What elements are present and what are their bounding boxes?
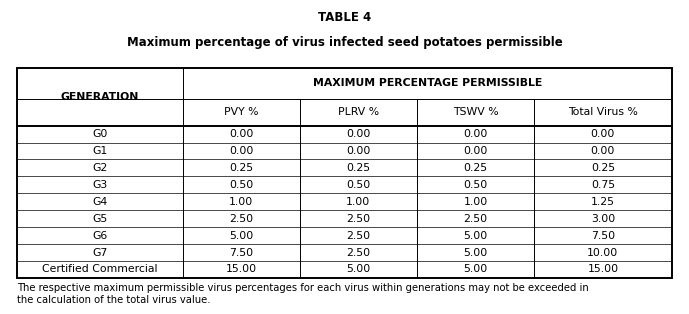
- Text: 5.00: 5.00: [229, 230, 254, 241]
- Text: 0.25: 0.25: [229, 163, 254, 173]
- Text: G2: G2: [92, 163, 107, 173]
- Text: 0.00: 0.00: [463, 146, 488, 156]
- Text: Maximum percentage of virus infected seed potatoes permissible: Maximum percentage of virus infected see…: [127, 36, 562, 49]
- Text: TABLE 4: TABLE 4: [318, 11, 371, 24]
- Text: 1.00: 1.00: [229, 197, 254, 207]
- Text: 0.00: 0.00: [229, 129, 254, 139]
- Text: 5.00: 5.00: [463, 230, 488, 241]
- Text: G3: G3: [92, 180, 107, 190]
- Text: G7: G7: [92, 247, 107, 257]
- Text: MAXIMUM PERCENTAGE PERMISSIBLE: MAXIMUM PERCENTAGE PERMISSIBLE: [313, 78, 542, 88]
- Text: 15.00: 15.00: [587, 264, 619, 274]
- Text: G0: G0: [92, 129, 107, 139]
- Text: 1.00: 1.00: [346, 197, 371, 207]
- Text: 3.00: 3.00: [590, 214, 615, 224]
- Text: 0.25: 0.25: [463, 163, 488, 173]
- Text: 10.00: 10.00: [587, 247, 619, 257]
- Text: 0.00: 0.00: [346, 129, 371, 139]
- Text: 0.00: 0.00: [590, 129, 615, 139]
- Text: 0.75: 0.75: [590, 180, 615, 190]
- Text: The respective maximum permissible virus percentages for each virus within gener: The respective maximum permissible virus…: [17, 283, 589, 305]
- Text: Total Virus %: Total Virus %: [568, 107, 638, 117]
- Text: PLRV %: PLRV %: [338, 107, 379, 117]
- Text: G4: G4: [92, 197, 107, 207]
- Text: 2.50: 2.50: [346, 214, 371, 224]
- Text: 0.25: 0.25: [346, 163, 371, 173]
- Text: 1.25: 1.25: [591, 197, 615, 207]
- Text: 5.00: 5.00: [463, 264, 488, 274]
- Text: 0.50: 0.50: [463, 180, 488, 190]
- Text: PVY %: PVY %: [224, 107, 258, 117]
- Text: 7.50: 7.50: [229, 247, 254, 257]
- Text: 15.00: 15.00: [225, 264, 257, 274]
- Text: 0.00: 0.00: [229, 146, 254, 156]
- Text: 0.00: 0.00: [590, 146, 615, 156]
- Text: 2.50: 2.50: [346, 247, 371, 257]
- Text: GENERATION: GENERATION: [61, 92, 139, 101]
- Text: 0.25: 0.25: [590, 163, 615, 173]
- Text: 2.50: 2.50: [346, 230, 371, 241]
- Text: 5.00: 5.00: [463, 247, 488, 257]
- Text: 0.50: 0.50: [346, 180, 371, 190]
- Text: 2.50: 2.50: [229, 214, 254, 224]
- Text: G6: G6: [92, 230, 107, 241]
- Text: Certified Commercial: Certified Commercial: [42, 264, 158, 274]
- Text: 2.50: 2.50: [463, 214, 488, 224]
- Text: 0.00: 0.00: [346, 146, 371, 156]
- Text: G5: G5: [92, 214, 107, 224]
- Text: 5.00: 5.00: [346, 264, 371, 274]
- Text: 0.00: 0.00: [463, 129, 488, 139]
- Text: G1: G1: [92, 146, 107, 156]
- Text: 7.50: 7.50: [590, 230, 615, 241]
- Text: 1.00: 1.00: [463, 197, 488, 207]
- Text: TSWV %: TSWV %: [453, 107, 498, 117]
- Text: 0.50: 0.50: [229, 180, 254, 190]
